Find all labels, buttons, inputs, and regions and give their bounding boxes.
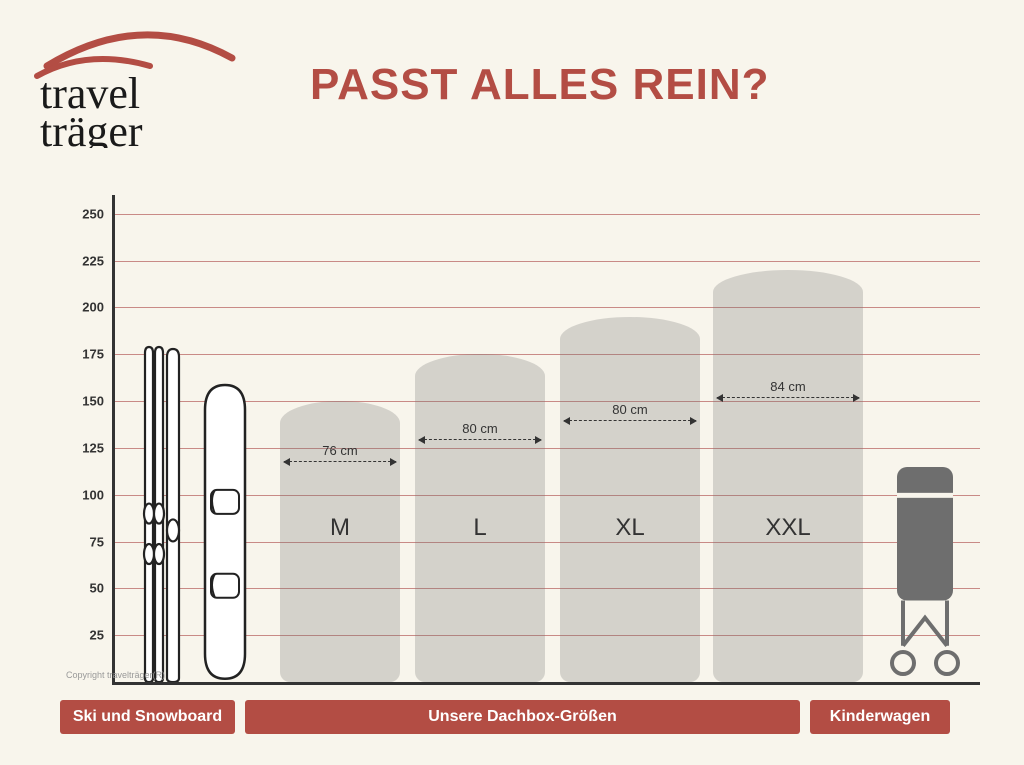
- roofbox-size-label: XL: [560, 514, 700, 542]
- width-arrow: [419, 439, 541, 440]
- y-tick-label: 100: [60, 487, 104, 502]
- copyright: Copyright travelträger(R): [66, 670, 165, 680]
- category-label: Ski und Snowboard: [60, 700, 235, 734]
- roofbox-xl: XL 80 cm: [560, 317, 700, 682]
- roofbox-m: M 76 cm: [280, 401, 400, 682]
- y-tick-label: 75: [60, 534, 104, 549]
- y-tick-label: 125: [60, 440, 104, 455]
- snowboard-icon: [195, 382, 255, 682]
- roofbox-size-label: L: [415, 514, 545, 542]
- width-arrow: [717, 397, 859, 398]
- y-tick-label: 250: [60, 206, 104, 221]
- y-tick-label: 200: [60, 300, 104, 315]
- width-arrow: [284, 461, 396, 462]
- width-annotation: 80 cm: [415, 421, 545, 436]
- width-annotation: 76 cm: [280, 443, 400, 458]
- roofbox-size-label: M: [280, 514, 400, 542]
- y-tick-label: 175: [60, 347, 104, 362]
- ski-icon: [135, 345, 187, 682]
- roofbox-l: L 80 cm: [415, 354, 545, 682]
- brand-line2: träger: [40, 107, 143, 148]
- width-annotation: 80 cm: [560, 402, 700, 417]
- category-label: Unsere Dachbox-Größen: [245, 700, 800, 734]
- x-axis: [112, 682, 980, 685]
- y-tick-label: 25: [60, 628, 104, 643]
- y-tick-label: 150: [60, 394, 104, 409]
- width-annotation: 84 cm: [713, 379, 863, 394]
- y-tick-label: 50: [60, 581, 104, 596]
- size-chart: 25 50 75 100 125 150 175 200 225 250 M 76 cm L 80 cm…: [60, 195, 980, 685]
- category-label: Kinderwagen: [810, 700, 950, 734]
- page-title: PASST ALLES REIN?: [310, 60, 769, 110]
- width-arrow: [564, 420, 696, 421]
- roofbox-xxl: XXL 84 cm: [713, 270, 863, 682]
- roofbox-size-label: XXL: [713, 514, 863, 542]
- y-tick-label: 225: [60, 253, 104, 268]
- brand-logo: travel träger: [32, 18, 252, 153]
- stroller-icon: [885, 467, 965, 682]
- chart-items: M 76 cm L 80 cm XL 80 cm XXL 84 cm: [115, 195, 980, 682]
